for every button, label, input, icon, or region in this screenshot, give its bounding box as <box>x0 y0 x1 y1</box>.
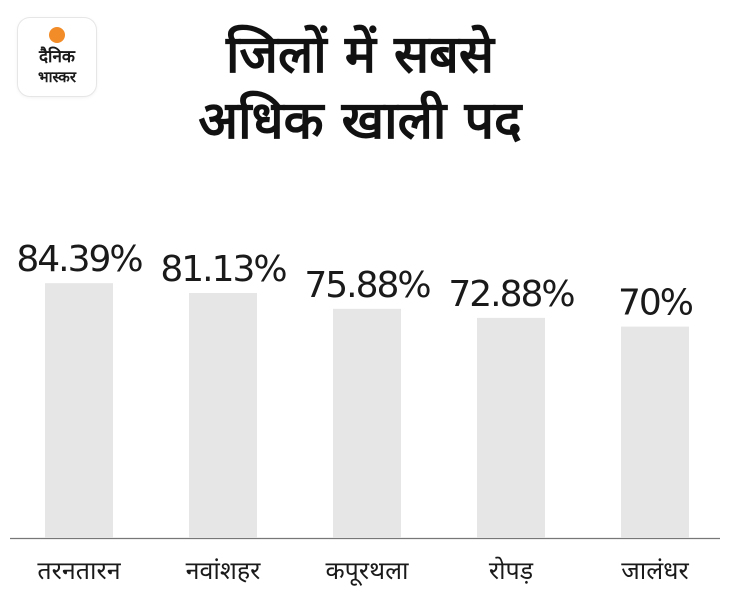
bar-3 <box>333 308 401 538</box>
category-label-2: नवांशहर <box>186 556 262 585</box>
value-label-3: 75.88% <box>304 265 430 306</box>
category-label-4: रोपड़ <box>489 556 534 585</box>
bar-4 <box>477 317 545 538</box>
logo-text-line1: दैनिक <box>39 47 75 67</box>
value-label-2: 81.13% <box>160 249 286 290</box>
category-label-3: कपूरथला <box>325 556 409 586</box>
logo-text-line2: भास्कर <box>38 68 76 86</box>
category-label-1: तरनतारन <box>37 556 121 585</box>
brand-logo: दैनिक भास्कर <box>18 18 96 96</box>
chart-title-line-2: अधिक खाली पद <box>198 91 522 151</box>
value-label-5: 70% <box>618 283 693 324</box>
chart-title: जिलों में सबसे अधिक खाली पद <box>110 22 610 154</box>
sun-icon <box>49 27 65 43</box>
bar-1 <box>45 283 113 538</box>
bar-5 <box>621 326 689 538</box>
bar-2 <box>189 292 257 538</box>
value-label-4: 72.88% <box>448 274 574 315</box>
category-label-5: जालंधर <box>621 556 689 585</box>
chart-title-line-1: जिलों में सबसे <box>225 25 495 85</box>
value-label-1: 84.39% <box>16 239 142 280</box>
